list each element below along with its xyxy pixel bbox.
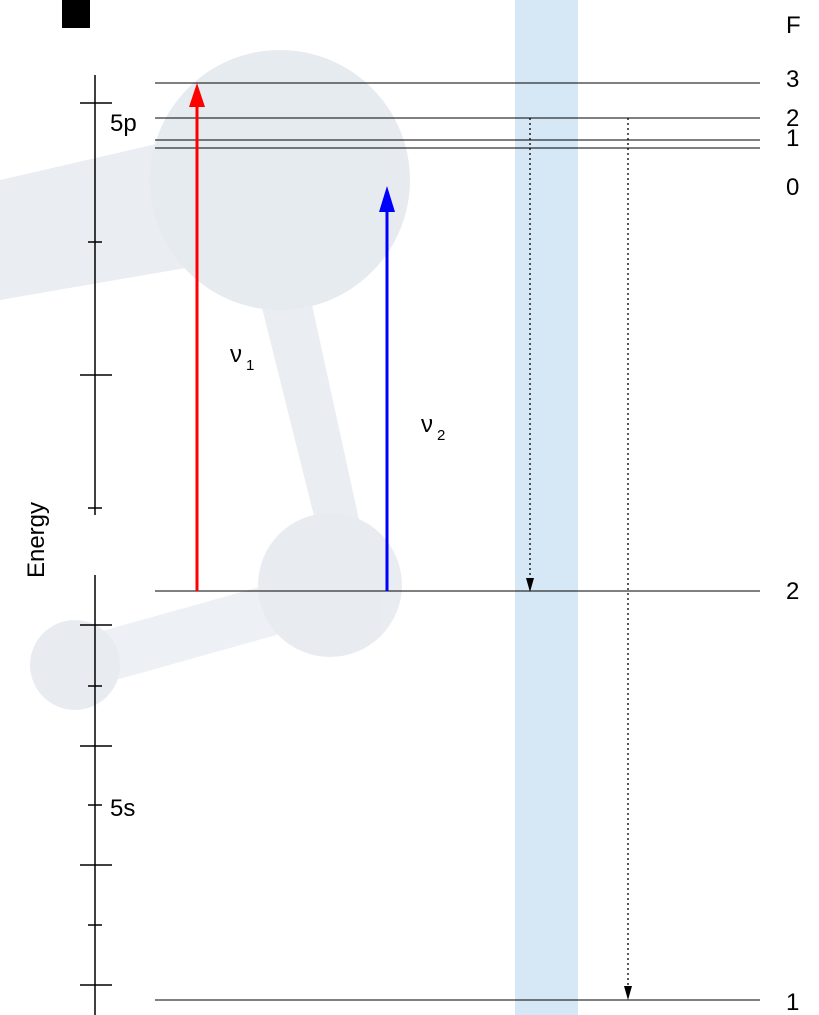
transition-subscript: 2 (437, 427, 445, 444)
background-art (0, 50, 410, 710)
highlight-stripe (515, 0, 578, 1015)
level-label: 1 (786, 989, 799, 1015)
level-label: 0 (786, 174, 799, 201)
level-label: 1 (786, 125, 799, 152)
axis-label: Energy (23, 502, 50, 578)
cropped-glyph (62, 0, 90, 28)
arrow-head (624, 986, 632, 1000)
state-label: 5s (110, 795, 135, 822)
transition-subscript: 1 (246, 357, 254, 374)
transition-label: ν (421, 411, 433, 438)
transition-label: ν (230, 341, 242, 368)
f-header: F (786, 12, 801, 39)
state-label: 5p (110, 110, 137, 137)
diagram: Energy 5p 5s F 3 2 1 0 2 1 ν 1 ν 2 (0, 0, 819, 1015)
level-label: 3 (786, 66, 799, 93)
level-label: 2 (786, 578, 799, 605)
